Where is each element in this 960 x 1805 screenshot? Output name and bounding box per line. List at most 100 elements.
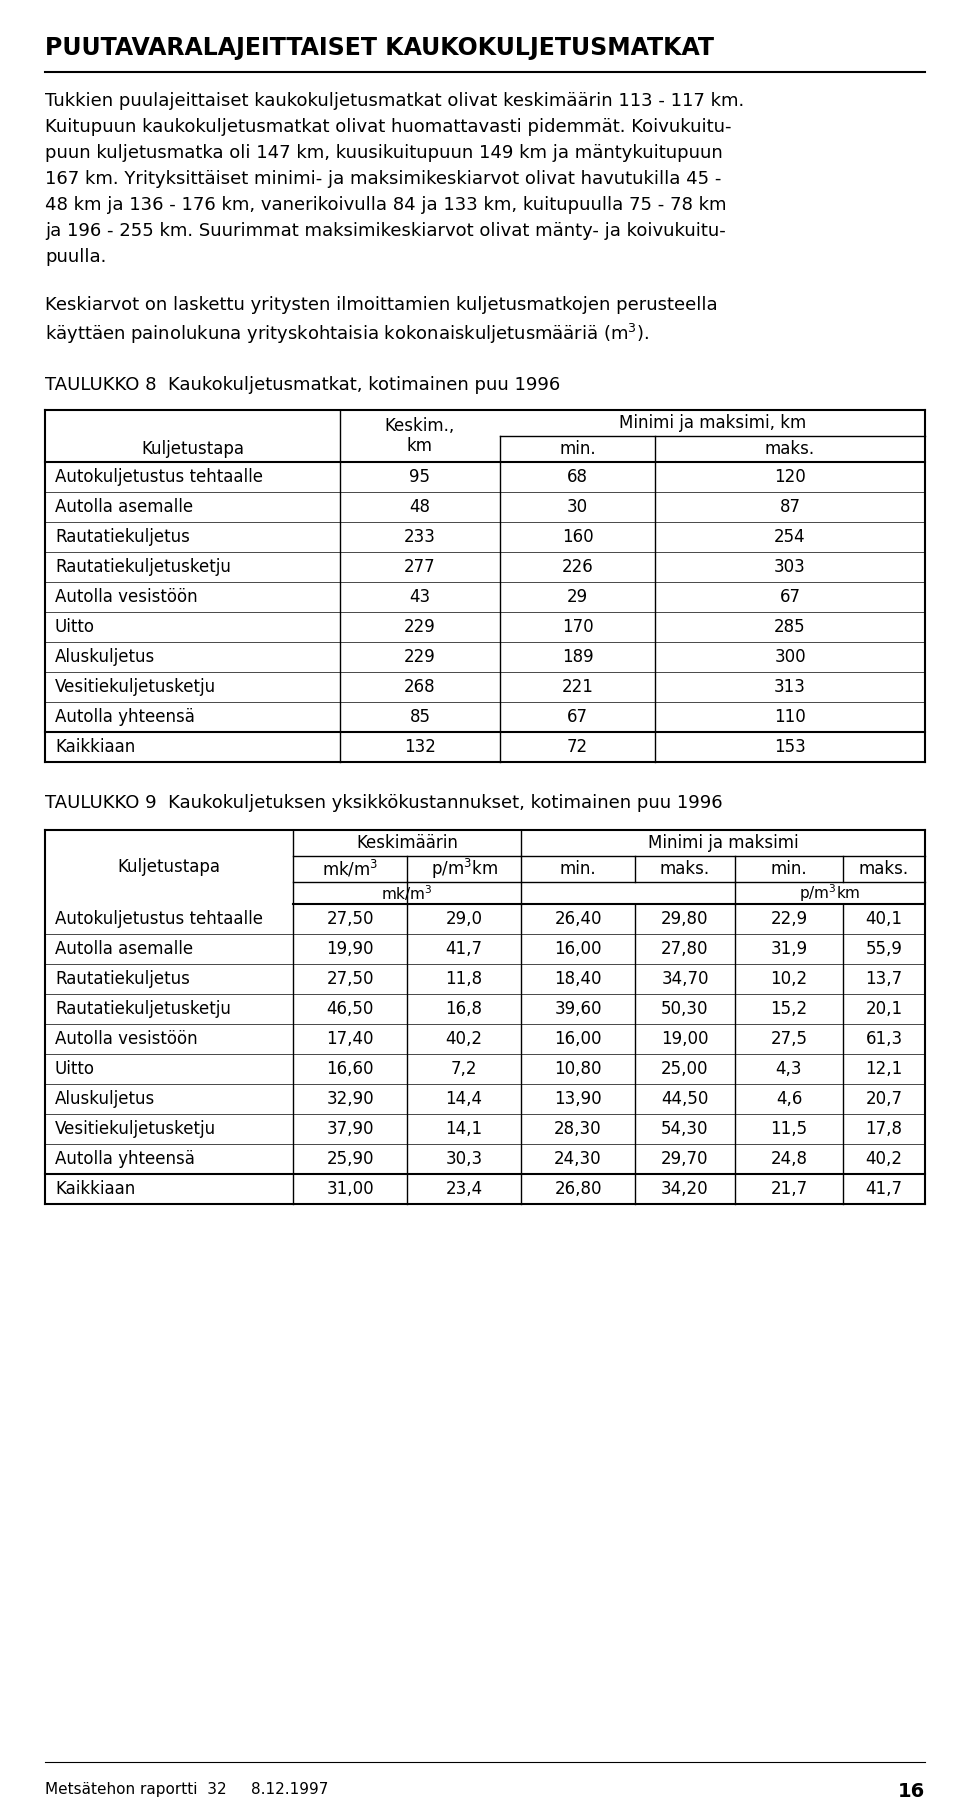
Text: ja 196 - 255 km. Suurimmat maksimikeskiarvot olivat mänty- ja koivukuitu-: ja 196 - 255 km. Suurimmat maksimikeskia… <box>45 222 726 240</box>
Text: Kuljetustapa: Kuljetustapa <box>117 857 221 875</box>
Text: 226: 226 <box>562 558 593 576</box>
Text: 13,7: 13,7 <box>865 969 902 987</box>
Text: 40,2: 40,2 <box>445 1031 483 1049</box>
Text: puun kuljetusmatka oli 147 km, kuusikuitupuun 149 km ja mäntykuitupuun: puun kuljetusmatka oli 147 km, kuusikuit… <box>45 144 723 162</box>
Text: 254: 254 <box>774 529 805 545</box>
Text: 30,3: 30,3 <box>445 1150 483 1168</box>
Text: 189: 189 <box>562 648 593 666</box>
Text: 12,1: 12,1 <box>865 1060 902 1078</box>
Text: 55,9: 55,9 <box>866 940 902 958</box>
Text: Autolla asemalle: Autolla asemalle <box>55 498 193 516</box>
Text: 15,2: 15,2 <box>771 1000 807 1018</box>
Text: 229: 229 <box>404 648 436 666</box>
Text: p/m$^3$km: p/m$^3$km <box>800 883 861 904</box>
Text: 24,8: 24,8 <box>771 1150 807 1168</box>
Text: p/m$^3$km: p/m$^3$km <box>430 857 497 881</box>
Text: 40,2: 40,2 <box>866 1150 902 1168</box>
Text: 67: 67 <box>567 708 588 726</box>
Text: 24,30: 24,30 <box>554 1150 602 1168</box>
Text: 25,90: 25,90 <box>326 1150 373 1168</box>
Text: Autolla vesistöön: Autolla vesistöön <box>55 588 198 606</box>
Text: 27,80: 27,80 <box>661 940 708 958</box>
Text: 17,8: 17,8 <box>866 1119 902 1137</box>
Text: 16: 16 <box>898 1782 925 1801</box>
Text: 27,50: 27,50 <box>326 910 373 928</box>
Text: 10,80: 10,80 <box>554 1060 602 1078</box>
Text: Kaikkiaan: Kaikkiaan <box>55 738 135 756</box>
Text: min.: min. <box>559 440 596 458</box>
Text: 160: 160 <box>562 529 593 545</box>
Text: 85: 85 <box>410 708 430 726</box>
Text: 167 km. Yrityksittäiset minimi- ja maksimikeskiarvot olivat havutukilla 45 -: 167 km. Yrityksittäiset minimi- ja maksi… <box>45 170 721 188</box>
Text: Metsätehon raportti  32     8.12.1997: Metsätehon raportti 32 8.12.1997 <box>45 1782 328 1798</box>
Text: 48: 48 <box>410 498 430 516</box>
Text: 34,20: 34,20 <box>661 1180 708 1199</box>
Text: min.: min. <box>771 859 807 877</box>
Text: 153: 153 <box>774 738 805 756</box>
Text: 72: 72 <box>567 738 588 756</box>
Text: Rautatiekuljetus: Rautatiekuljetus <box>55 969 190 987</box>
Text: 19,00: 19,00 <box>661 1031 708 1049</box>
Text: 25,00: 25,00 <box>661 1060 708 1078</box>
Text: 277: 277 <box>404 558 436 576</box>
Text: 110: 110 <box>774 708 805 726</box>
Text: Rautatiekuljetus: Rautatiekuljetus <box>55 529 190 545</box>
Text: 300: 300 <box>774 648 805 666</box>
Text: 37,90: 37,90 <box>326 1119 373 1137</box>
Text: puulla.: puulla. <box>45 247 107 265</box>
Text: Rautatiekuljetusketju: Rautatiekuljetusketju <box>55 1000 230 1018</box>
Text: 34,70: 34,70 <box>661 969 708 987</box>
Text: 132: 132 <box>404 738 436 756</box>
Text: Autolla asemalle: Autolla asemalle <box>55 940 193 958</box>
Text: 21,7: 21,7 <box>771 1180 807 1199</box>
Text: Uitto: Uitto <box>55 617 95 635</box>
Text: Keskim.,
km: Keskim., km <box>385 417 455 455</box>
Text: 26,80: 26,80 <box>554 1180 602 1199</box>
Text: Tukkien puulajeittaiset kaukokuljetusmatkat olivat keskimäärin 113 - 117 km.: Tukkien puulajeittaiset kaukokuljetusmat… <box>45 92 744 110</box>
Text: 40,1: 40,1 <box>866 910 902 928</box>
Text: Autolla yhteensä: Autolla yhteensä <box>55 1150 195 1168</box>
Text: 268: 268 <box>404 679 436 697</box>
Text: 16,00: 16,00 <box>554 940 602 958</box>
Text: 7,2: 7,2 <box>451 1060 477 1078</box>
Text: Rautatiekuljetusketju: Rautatiekuljetusketju <box>55 558 230 576</box>
Text: 29,70: 29,70 <box>661 1150 708 1168</box>
Text: 20,7: 20,7 <box>866 1090 902 1108</box>
Text: 28,30: 28,30 <box>554 1119 602 1137</box>
Text: 11,8: 11,8 <box>445 969 483 987</box>
Text: 41,7: 41,7 <box>445 940 483 958</box>
Text: 16,00: 16,00 <box>554 1031 602 1049</box>
Text: maks.: maks. <box>660 859 710 877</box>
Text: Kuljetustapa: Kuljetustapa <box>141 440 244 458</box>
Text: 19,90: 19,90 <box>326 940 373 958</box>
Text: 54,30: 54,30 <box>661 1119 708 1137</box>
Text: Aluskuljetus: Aluskuljetus <box>55 648 156 666</box>
Text: 26,40: 26,40 <box>554 910 602 928</box>
Text: maks.: maks. <box>765 440 815 458</box>
Text: Vesitiekuljetusketju: Vesitiekuljetusketju <box>55 1119 216 1137</box>
Text: Kaikkiaan: Kaikkiaan <box>55 1180 135 1199</box>
Text: Autokuljetustus tehtaalle: Autokuljetustus tehtaalle <box>55 467 263 486</box>
Text: 43: 43 <box>409 588 431 606</box>
Text: Autolla vesistöön: Autolla vesistöön <box>55 1031 198 1049</box>
Text: 16,8: 16,8 <box>445 1000 483 1018</box>
Text: 68: 68 <box>567 467 588 486</box>
Text: Autolla yhteensä: Autolla yhteensä <box>55 708 195 726</box>
Text: PUUTAVARALAJEITTAISET KAUKOKULJETUSMATKAT: PUUTAVARALAJEITTAISET KAUKOKULJETUSMATKA… <box>45 36 714 60</box>
Text: 10,2: 10,2 <box>771 969 807 987</box>
Text: 11,5: 11,5 <box>771 1119 807 1137</box>
Text: 285: 285 <box>774 617 805 635</box>
Text: 20,1: 20,1 <box>865 1000 902 1018</box>
Text: 16,60: 16,60 <box>326 1060 373 1078</box>
Text: mk/m$^3$: mk/m$^3$ <box>322 859 378 879</box>
Text: 17,40: 17,40 <box>326 1031 373 1049</box>
Text: Minimi ja maksimi, km: Minimi ja maksimi, km <box>619 413 806 431</box>
Text: 221: 221 <box>562 679 593 697</box>
Text: 170: 170 <box>562 617 593 635</box>
Text: Aluskuljetus: Aluskuljetus <box>55 1090 156 1108</box>
Text: 50,30: 50,30 <box>661 1000 708 1018</box>
Text: 31,9: 31,9 <box>771 940 807 958</box>
Text: 30: 30 <box>567 498 588 516</box>
Text: 46,50: 46,50 <box>326 1000 373 1018</box>
Text: 29,80: 29,80 <box>661 910 708 928</box>
